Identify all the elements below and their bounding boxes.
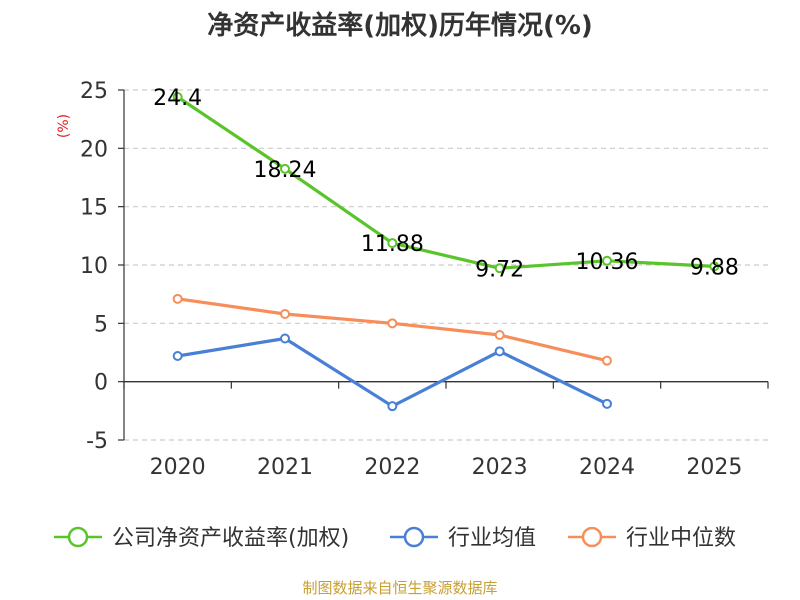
legend-marker (67, 526, 89, 548)
series-lines (172, 92, 720, 412)
data-label: 18.24 (254, 158, 317, 183)
data-point (602, 355, 612, 366)
x-tick-label: 2021 (257, 455, 313, 480)
series-line (176, 95, 715, 270)
source-note: 制图数据来自恒生聚源数据库 (302, 579, 498, 597)
data-label: 9.88 (690, 255, 739, 280)
y-axis-unit: (%) (56, 114, 72, 138)
data-point (709, 261, 720, 272)
data-point (602, 398, 612, 409)
data-point (494, 263, 505, 274)
data-point (387, 318, 398, 329)
data-label: 10.36 (576, 250, 639, 275)
data-point (602, 255, 612, 266)
data-point (172, 92, 183, 102)
legend-label: 公司净资产收益率(加权) (112, 526, 349, 551)
data-point (172, 351, 183, 361)
data-point (494, 330, 505, 340)
data-point (280, 163, 290, 174)
x-tick-label: 2025 (686, 455, 742, 480)
data-labels: 24.4 18.24 11.88 9.72 10.36 9.88 (153, 86, 739, 282)
data-label: 9.72 (475, 257, 524, 282)
legend-label: 行业均值 (448, 526, 536, 551)
y-tick-label: -5 (86, 429, 108, 454)
data-label: 11.88 (361, 232, 424, 257)
legend-marker (581, 526, 603, 548)
data-label: 24.4 (153, 86, 202, 111)
series-line (177, 336, 608, 408)
x-tick-label: 2022 (364, 455, 420, 480)
series-line (177, 297, 608, 363)
data-point (387, 401, 398, 412)
y-tick-label: 25 (80, 79, 108, 104)
y-tick-label: 15 (80, 196, 108, 221)
axes: 25 20 15 10 5 0 -5 2020 2021 2022 2023 2024 2025 (%) (56, 79, 769, 480)
legend: 公司净资产收益率(加权) 行业均值 行业中位数 (54, 526, 736, 551)
data-point (280, 309, 290, 319)
y-tick-label: 10 (80, 254, 108, 279)
y-tick-label: 5 (94, 312, 108, 337)
data-point (494, 346, 505, 357)
data-point (280, 333, 290, 344)
y-tick-label: 0 (94, 371, 108, 396)
x-tick-label: 2023 (472, 455, 528, 480)
x-tick-label: 2024 (579, 455, 635, 480)
legend-label: 行业中位数 (626, 526, 736, 551)
data-point (387, 238, 398, 249)
legend-marker (403, 526, 425, 548)
chart-title: 净资产收益率(加权)历年情况(%) (207, 11, 593, 41)
data-point (172, 293, 183, 304)
y-tick-label: 20 (80, 137, 108, 162)
x-tick-label: 2020 (150, 455, 206, 480)
